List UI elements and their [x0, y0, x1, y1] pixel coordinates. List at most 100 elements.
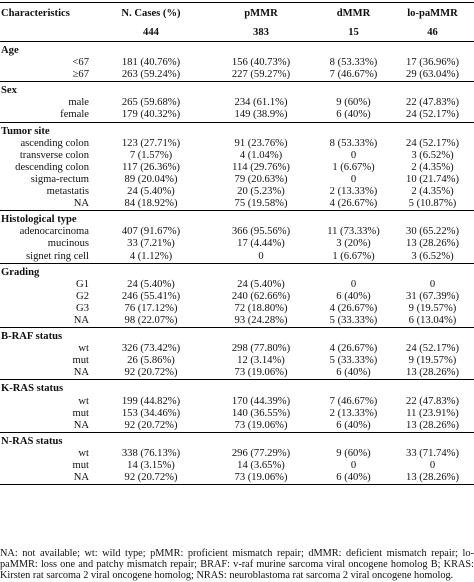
cell-pmmr: 72 (18.80%) — [234, 302, 288, 314]
cell-pmmr: 93 (24.28%) — [234, 314, 288, 326]
section-title-row: B-RAF status — [0, 328, 474, 344]
section-title: Age — [1, 45, 19, 56]
table-row: NA 92 (20.72%) 73 (19.06%) 6 (40%) 13 (28.26… — [0, 420, 474, 433]
table-row: NA 84 (18.92%) 75 (19.58%) 4 (26.67%) 5 (10.… — [0, 198, 474, 211]
table-row: ≥67 263 (59.24%) 227 (59.27%) 7 (46.67%) 29 … — [0, 69, 474, 82]
cell-dmmr: 5 (33.33%) — [329, 355, 378, 367]
row-label: male — [68, 97, 89, 109]
cell-lopammr: 2 (4.35%) — [411, 161, 454, 173]
section-title-row: Histological type — [0, 211, 474, 227]
table-row: wt 199 (44.82%) 170 (44.39%) 7 (46.67%) 22 (… — [0, 396, 474, 408]
table-row: mut 26 (5.86%) 12 (3.14%) 5 (33.33%) 9 (19.5… — [0, 355, 474, 367]
table-section: K-RAS status wt 199 (44.82%) 170 (44.39%) 7 … — [0, 380, 474, 433]
table-row: descending colon 117 (26.36%) 114 (29.76%)… — [0, 162, 474, 174]
cell-dmmr: 6 (40%) — [336, 367, 371, 379]
row-label: ≥67 — [72, 69, 89, 81]
table-row: ascending colon 123 (27.71%) 91 (23.76%) 8 … — [0, 138, 474, 150]
cell-cases: 117 (26.36%) — [122, 161, 180, 173]
row-label: metastatis — [46, 186, 89, 198]
cell-cases: 89 (20.04%) — [124, 173, 178, 185]
row-label: adenocarcinoma — [19, 226, 89, 238]
table-row: mut 153 (34.46%) 140 (36.55%) 2 (13.33%) 11 … — [0, 408, 474, 420]
table-section: Tumor site ascending colon 123 (27.71%) 91 … — [0, 122, 474, 211]
table-section: Histological type adenocarcinoma 407 (91.6… — [0, 211, 474, 264]
totals-row: 444 383 15 46 — [0, 26, 474, 42]
cell-lopammr: 0 — [429, 278, 436, 290]
cell-pmmr: 227 (59.27%) — [231, 69, 291, 81]
cell-lopammr: 13 (28.26%) — [406, 367, 459, 379]
cell-cases: 263 (59.24%) — [121, 69, 181, 81]
cell-cases: 338 (76.13%) — [121, 447, 181, 459]
section-title-row: N-RAS status — [0, 432, 474, 448]
section-title: Sex — [1, 85, 17, 97]
cell-cases: 181 (40.76%) — [121, 57, 181, 69]
cell-dmmr: 3 (20%) — [336, 238, 371, 250]
cell-cases: 4 (1.12%) — [129, 250, 173, 262]
cell-pmmr: 24 (5.40%) — [237, 278, 285, 290]
cell-cases: 76 (17.12%) — [124, 302, 178, 314]
row-label: mut — [72, 460, 89, 471]
cell-dmmr: 0 — [350, 460, 357, 471]
cell-cases: 92 (20.72%) — [124, 472, 178, 484]
cell-lopammr: 9 (19.57%) — [408, 302, 457, 314]
row-label: mucinous — [47, 238, 89, 250]
row-label: NA — [73, 198, 89, 210]
cell-lopammr: 3 (6.52%) — [411, 149, 454, 161]
table-section: Grading G1 24 (5.40%) 24 (5.40%) 0 0 G2 246 (55… — [0, 263, 474, 328]
cell-pmmr: 114 (29.76%) — [232, 161, 290, 173]
cell-cases: 92 (20.72%) — [124, 419, 178, 431]
cell-cases: 246 (55.41%) — [121, 290, 181, 302]
cell-dmmr: 11 (73.33%) — [327, 226, 380, 238]
cell-pmmr: 296 (77.29%) — [231, 447, 291, 459]
row-label: <67 — [72, 57, 89, 69]
section-title: Grading — [1, 266, 40, 278]
table-row: NA 92 (20.72%) 73 (19.06%) 6 (40%) 13 (28.26… — [0, 367, 474, 380]
section-title: Histological type — [1, 214, 77, 226]
cell-cases: 265 (59.68%) — [121, 97, 181, 109]
cell-cases: 84 (18.92%) — [124, 198, 178, 210]
cell-cases: 14 (3.15%) — [127, 460, 175, 471]
section-title-row: Sex — [0, 82, 474, 98]
header-row: Characteristics N. Cases (%) pMMR dMMR l… — [0, 2, 474, 27]
row-label: mut — [72, 407, 89, 419]
row-label: NA — [73, 472, 89, 484]
cell-cases: 153 (34.46%) — [121, 407, 181, 419]
cell-pmmr: 298 (77.80%) — [231, 343, 291, 355]
table-row: wt 326 (73.42%) 298 (77.80%) 4 (26.67%) 24 (… — [0, 343, 474, 355]
cell-lopammr: 0 — [429, 460, 436, 471]
section-title-row: Tumor site — [0, 122, 474, 138]
cell-lopammr: 24 (52.17%) — [406, 137, 459, 149]
cell-lopammr: 30 (65.22%) — [406, 226, 459, 238]
cell-pmmr: 0 — [258, 250, 264, 262]
cell-dmmr: 4 (26.67%) — [329, 343, 378, 355]
table-row: G2 246 (55.41%) 240 (62.66%) 6 (40%) 31 (67.… — [0, 291, 474, 303]
table-row: <67 181 (40.76%) 156 (40.73%) 8 (53.33%) 17 … — [0, 57, 474, 69]
cell-dmmr: 2 (13.33%) — [329, 407, 378, 419]
cell-pmmr: 149 (38.9%) — [234, 109, 288, 121]
row-label: G2 — [76, 290, 89, 302]
section-title-row: Grading — [0, 263, 474, 279]
cell-cases: 407 (91.67%) — [121, 226, 181, 238]
cell-cases: 26 (5.86%) — [127, 355, 175, 367]
section-title: B-RAF status — [1, 331, 63, 343]
row-label: signet ring cell — [26, 250, 89, 262]
total-dmmr: 15 — [316, 26, 391, 42]
cell-pmmr: 156 (40.73%) — [231, 57, 291, 69]
cell-pmmr: 12 (3.14%) — [237, 355, 285, 367]
cell-dmmr: 1 (6.67%) — [332, 250, 375, 262]
cell-dmmr: 0 — [350, 278, 357, 290]
cell-cases: 98 (22.07%) — [124, 314, 178, 326]
cell-cases: 92 (20.72%) — [124, 367, 178, 379]
cell-pmmr: 91 (23.76%) — [234, 137, 288, 149]
row-label: NA — [73, 314, 89, 326]
table-header: Characteristics N. Cases (%) pMMR dMMR l… — [0, 2, 474, 42]
cell-dmmr: 6 (40%) — [336, 472, 371, 484]
table-row: sigma-rectum 89 (20.04%) 79 (20.63%) 0 10 (2… — [0, 174, 474, 186]
cell-dmmr: 6 (40%) — [336, 290, 371, 302]
row-label: G3 — [76, 302, 89, 314]
cell-lopammr: 17 (36.96%) — [406, 57, 459, 69]
section-title-row: K-RAS status — [0, 380, 474, 396]
row-label: wt — [78, 343, 89, 355]
table-row: NA 98 (22.07%) 93 (24.28%) 5 (33.33%) 6 (13.… — [0, 315, 474, 328]
cell-dmmr: 8 (53.33%) — [329, 137, 378, 149]
